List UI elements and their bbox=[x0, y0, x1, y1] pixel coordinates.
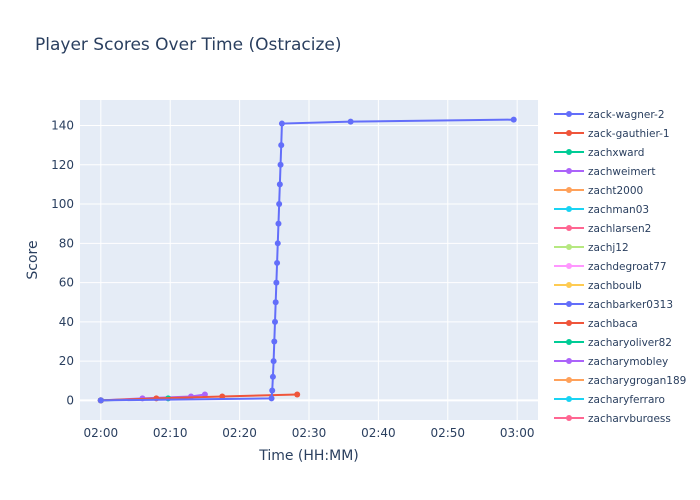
data-point bbox=[278, 142, 285, 149]
legend-marker bbox=[566, 415, 572, 421]
data-point bbox=[276, 181, 283, 188]
legend-marker bbox=[566, 301, 572, 307]
x-tick-label: 02:10 bbox=[153, 426, 188, 440]
legend[interactable]: zack-wagner-2 zack-gauthier-1 zachxward zac… bbox=[554, 109, 686, 425]
data-point bbox=[219, 393, 226, 400]
legend-marker bbox=[566, 206, 572, 212]
data-point bbox=[268, 395, 275, 402]
legend-marker bbox=[566, 225, 572, 231]
legend-item[interactable]: zachxward bbox=[554, 147, 644, 159]
data-point bbox=[510, 116, 517, 123]
legend-label: zachweimert bbox=[588, 166, 655, 178]
x-tick-label: 02:40 bbox=[361, 426, 396, 440]
legend-label: zack-gauthier-1 bbox=[588, 128, 670, 140]
legend-item[interactable]: zachbaca bbox=[554, 318, 638, 330]
x-tick-label: 02:30 bbox=[292, 426, 327, 440]
data-point bbox=[273, 279, 280, 286]
series-layer bbox=[97, 116, 517, 404]
chart-title: Player Scores Over Time (Ostracize) bbox=[35, 35, 342, 55]
legend-marker bbox=[566, 358, 572, 364]
y-tick-label: 100 bbox=[51, 197, 74, 211]
data-point bbox=[269, 373, 276, 380]
legend-label: zack-wagner-2 bbox=[588, 109, 665, 121]
legend-label: zacharyoliver82 bbox=[588, 337, 672, 349]
legend-marker bbox=[566, 339, 572, 345]
legend-marker bbox=[566, 320, 572, 326]
data-point bbox=[276, 201, 283, 208]
legend-label: zachbarker0313 bbox=[588, 299, 673, 311]
legend-item[interactable]: zachdegroat77 bbox=[554, 261, 667, 273]
x-tick-label: 02:00 bbox=[84, 426, 119, 440]
y-tick-label: 80 bbox=[59, 236, 74, 250]
legend-label: zacharyburgess bbox=[588, 413, 671, 425]
legend-label: zacht2000 bbox=[588, 185, 643, 197]
legend-marker bbox=[566, 111, 572, 117]
legend-label: zachdegroat77 bbox=[588, 261, 667, 273]
legend-marker bbox=[566, 377, 572, 383]
data-point bbox=[275, 220, 282, 227]
legend-marker bbox=[566, 263, 572, 269]
x-tick-label: 02:50 bbox=[430, 426, 465, 440]
series-zack-wagner-2 bbox=[97, 116, 517, 404]
legend-item[interactable]: zachboulb bbox=[554, 280, 642, 292]
y-tick-label: 60 bbox=[59, 276, 74, 290]
legend-label: zacharyferraro bbox=[588, 394, 665, 406]
legend-label: zacharymobley bbox=[588, 356, 668, 368]
legend-marker bbox=[566, 282, 572, 288]
legend-item[interactable]: zachweimert bbox=[554, 166, 655, 178]
legend-label: zachboulb bbox=[588, 280, 642, 292]
legend-label: zachlarsen2 bbox=[588, 223, 651, 235]
y-tick-label: 20 bbox=[59, 354, 74, 368]
data-point bbox=[274, 240, 281, 247]
legend-marker bbox=[566, 149, 572, 155]
legend-item[interactable]: zacharyferraro bbox=[554, 394, 665, 406]
x-tick-label: 02:20 bbox=[222, 426, 257, 440]
legend-marker bbox=[566, 396, 572, 402]
data-point bbox=[277, 161, 284, 168]
legend-item[interactable]: zacharymobley bbox=[554, 356, 668, 368]
legend-marker bbox=[566, 244, 572, 250]
legend-marker bbox=[566, 130, 572, 136]
legend-item[interactable]: zacht2000 bbox=[554, 185, 643, 197]
data-point bbox=[278, 120, 285, 127]
data-point bbox=[97, 397, 104, 404]
data-point bbox=[347, 118, 354, 125]
legend-marker bbox=[566, 168, 572, 174]
legend-marker bbox=[566, 187, 572, 193]
y-tick-label: 0 bbox=[66, 393, 74, 407]
x-axis-title: Time (HH:MM) bbox=[258, 448, 359, 464]
y-tick-label: 40 bbox=[59, 315, 74, 329]
x-tick-label: 03:00 bbox=[500, 426, 535, 440]
y-tick-label: 140 bbox=[51, 119, 74, 133]
legend-item[interactable]: zacharyburgess bbox=[554, 413, 671, 425]
data-point bbox=[269, 387, 276, 394]
legend-label: zachxward bbox=[588, 147, 644, 159]
legend-item[interactable]: zacharygrogan189 bbox=[554, 375, 686, 387]
legend-label: zachman03 bbox=[588, 204, 649, 216]
legend-item[interactable]: zack-wagner-2 bbox=[554, 109, 665, 121]
legend-item[interactable]: zachj12 bbox=[554, 242, 629, 254]
data-point bbox=[272, 318, 278, 325]
axis-ticks: 02:00 02:10 02:20 02:30 02:40 02:50 03:00 0 20 40… bbox=[51, 119, 534, 440]
data-point bbox=[270, 358, 277, 365]
data-point bbox=[272, 299, 279, 306]
legend-label: zacharygrogan189 bbox=[588, 375, 686, 387]
legend-item[interactable]: zack-gauthier-1 bbox=[554, 128, 670, 140]
data-point bbox=[271, 338, 278, 345]
legend-label: zachj12 bbox=[588, 242, 629, 254]
legend-item[interactable]: zachlarsen2 bbox=[554, 223, 651, 235]
data-point bbox=[274, 259, 281, 266]
legend-item[interactable]: zacharyoliver82 bbox=[554, 337, 672, 349]
legend-label: zachbaca bbox=[588, 318, 638, 330]
y-axis-title: Score bbox=[25, 240, 41, 279]
legend-item[interactable]: zachbarker0313 bbox=[554, 299, 673, 311]
data-point bbox=[294, 391, 301, 398]
legend-item[interactable]: zachman03 bbox=[554, 204, 649, 216]
y-tick-label: 120 bbox=[51, 158, 74, 172]
